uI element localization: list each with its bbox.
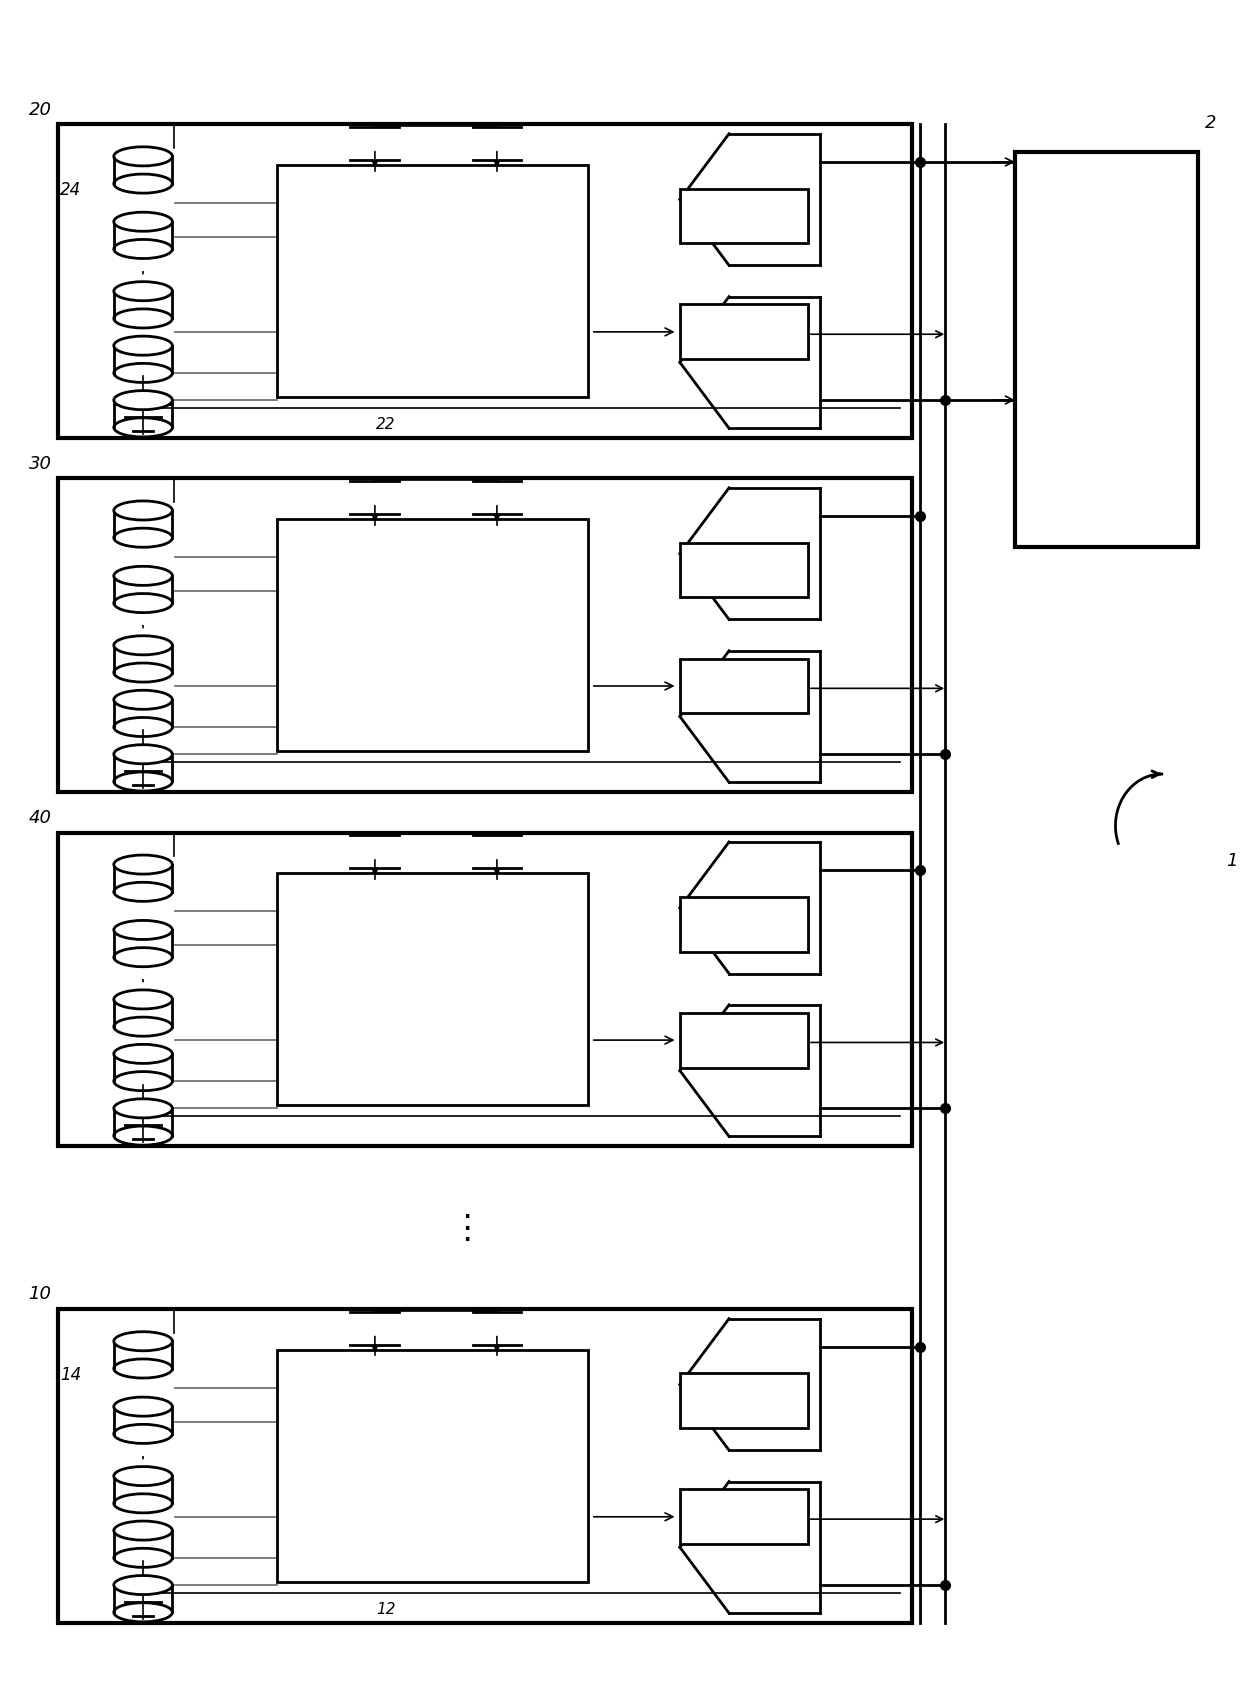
Text: 16: 16: [734, 1509, 754, 1524]
Text: 22: 22: [377, 417, 396, 432]
Ellipse shape: [114, 773, 172, 792]
Ellipse shape: [114, 1359, 172, 1378]
Bar: [680, 1490, 808, 1545]
Ellipse shape: [114, 1072, 172, 1091]
Ellipse shape: [114, 149, 172, 167]
Text: 电池管理
系统: 电池管理 系统: [409, 261, 456, 302]
Bar: [680, 898, 808, 953]
Ellipse shape: [114, 174, 172, 195]
Ellipse shape: [114, 391, 172, 410]
Text: 1: 1: [1226, 852, 1238, 869]
Ellipse shape: [114, 594, 172, 613]
Text: 30: 30: [29, 454, 52, 473]
Bar: [680, 189, 808, 244]
Ellipse shape: [114, 664, 172, 683]
Text: 26: 26: [734, 326, 754, 340]
Ellipse shape: [114, 719, 172, 737]
Ellipse shape: [114, 1045, 172, 1063]
Ellipse shape: [114, 947, 172, 968]
Ellipse shape: [114, 1127, 172, 1145]
Text: ⋮: ⋮: [450, 1212, 484, 1244]
Ellipse shape: [114, 1099, 172, 1118]
Ellipse shape: [114, 691, 172, 710]
Bar: [680, 543, 808, 597]
Ellipse shape: [114, 1548, 172, 1567]
Bar: [680, 1012, 808, 1069]
Ellipse shape: [114, 1521, 172, 1540]
Text: 电池管理
系统: 电池管理 系统: [409, 970, 456, 1011]
Ellipse shape: [114, 1017, 172, 1036]
Text: 12: 12: [377, 1601, 396, 1617]
Text: 24: 24: [60, 181, 82, 200]
Bar: [58, 480, 911, 792]
Ellipse shape: [114, 529, 172, 548]
Ellipse shape: [114, 241, 172, 259]
Ellipse shape: [114, 746, 172, 765]
Ellipse shape: [114, 309, 172, 329]
Text: 负载
装置: 负载 装置: [1092, 324, 1122, 376]
Ellipse shape: [114, 637, 172, 655]
Ellipse shape: [114, 1466, 172, 1485]
Text: 28: 28: [734, 210, 754, 224]
Ellipse shape: [114, 855, 172, 874]
Bar: [58, 1309, 911, 1623]
Text: 2: 2: [1204, 114, 1216, 131]
Bar: [680, 1374, 808, 1429]
Text: 电池管理
系统: 电池管理 系统: [409, 615, 456, 655]
Ellipse shape: [114, 502, 172, 521]
Text: 14: 14: [60, 1366, 82, 1383]
Ellipse shape: [114, 1576, 172, 1594]
Ellipse shape: [114, 418, 172, 437]
Bar: [680, 306, 808, 360]
Bar: [278, 874, 589, 1106]
Ellipse shape: [114, 336, 172, 357]
Bar: [58, 125, 911, 439]
Bar: [1016, 152, 1198, 548]
Bar: [278, 166, 589, 398]
Ellipse shape: [114, 1398, 172, 1417]
Bar: [278, 1350, 589, 1582]
Text: 10: 10: [29, 1285, 52, 1302]
Ellipse shape: [114, 1603, 172, 1622]
Text: 20: 20: [29, 101, 52, 118]
Bar: [278, 521, 589, 751]
Ellipse shape: [114, 213, 172, 232]
Ellipse shape: [114, 1494, 172, 1512]
Ellipse shape: [114, 1425, 172, 1444]
Ellipse shape: [114, 883, 172, 901]
Text: 18: 18: [734, 1393, 754, 1408]
Ellipse shape: [114, 1331, 172, 1350]
Bar: [58, 833, 911, 1145]
Text: 电池管理
系统: 电池管理 系统: [409, 1446, 456, 1487]
Ellipse shape: [114, 567, 172, 586]
Ellipse shape: [114, 364, 172, 382]
Text: 40: 40: [29, 809, 52, 826]
Ellipse shape: [114, 920, 172, 941]
Ellipse shape: [114, 282, 172, 302]
Bar: [680, 659, 808, 714]
Ellipse shape: [114, 990, 172, 1009]
